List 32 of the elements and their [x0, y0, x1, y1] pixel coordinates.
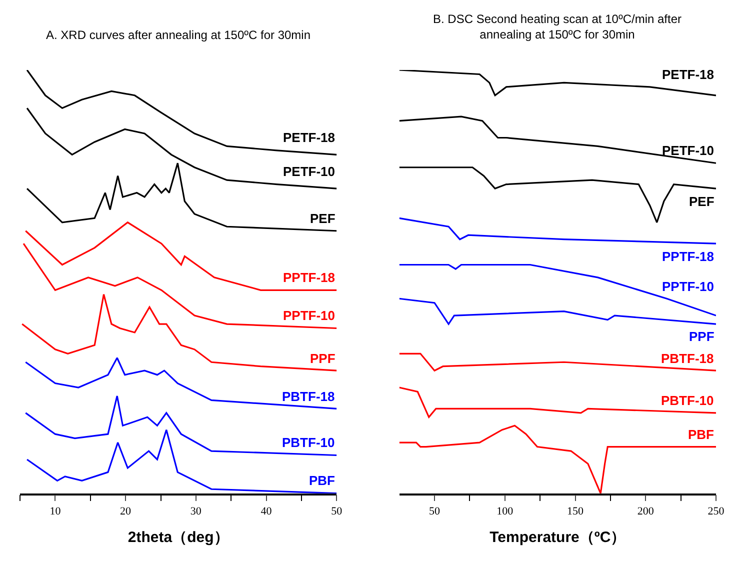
- x-tick-label: 150: [567, 505, 584, 518]
- x-tick-label: 40: [260, 505, 272, 518]
- x-tick-label: 30: [190, 505, 202, 518]
- series-label: PPF: [310, 351, 336, 366]
- series-label: PBTF-18: [661, 351, 714, 366]
- x-tick-label: 50: [429, 505, 441, 518]
- series-label: PBF: [309, 473, 336, 488]
- series-label: PPTF-18: [283, 270, 336, 285]
- series-label: PEF: [689, 194, 714, 209]
- series-label: PEF: [310, 211, 336, 226]
- series-label: PETF-10: [662, 143, 714, 158]
- chart-title: B. DSC Second heating scan at 10ºC/min after annealing at 150ºC for 30min: [433, 12, 682, 42]
- series-label: PETF-18: [283, 130, 336, 145]
- series-label: PBTF-10: [661, 393, 714, 408]
- x-tick-label: 20: [120, 505, 132, 518]
- chart-title: A. XRD curves after annealing at 150ºC for 30min: [46, 28, 311, 42]
- x-tick-label: 10: [50, 505, 62, 518]
- series-label: PBTF-18: [282, 389, 335, 404]
- series-label: PBTF-10: [282, 435, 335, 450]
- series-label: PETF-18: [662, 67, 714, 82]
- x-axis-title: Temperature（ºC）: [490, 528, 626, 546]
- series-label: PPF: [689, 329, 714, 344]
- series-label: PETF-10: [283, 164, 336, 179]
- x-tick-label: 50: [331, 505, 343, 518]
- x-tick-label: 200: [637, 505, 654, 518]
- series-label: PBF: [688, 427, 714, 442]
- x-tick-label: 100: [496, 505, 514, 518]
- x-tick-label: 250: [708, 505, 725, 518]
- series-label: PPTF-18: [662, 249, 714, 264]
- x-axis-title: 2theta（deg）: [128, 528, 229, 546]
- series-label: PPTF-10: [662, 279, 714, 294]
- series-label: PPTF-10: [283, 308, 336, 323]
